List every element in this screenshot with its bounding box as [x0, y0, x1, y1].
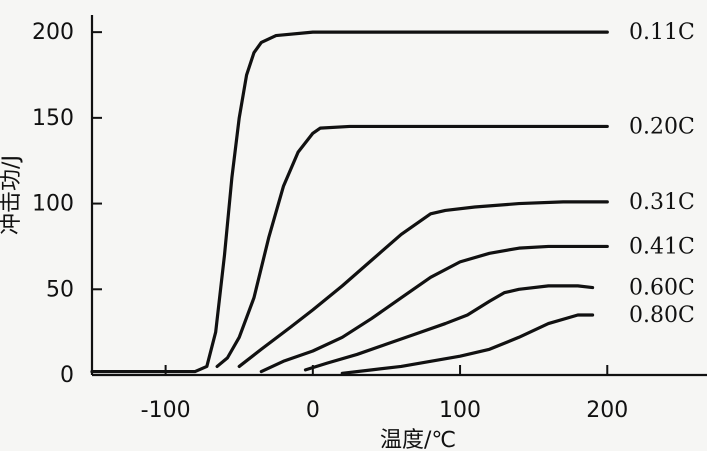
series-label-0-20c: 0.20C — [629, 114, 695, 139]
y-tick-label-2: 100 — [32, 192, 74, 217]
series-line-0-31c — [237, 200, 609, 369]
series-line-0-20c — [215, 124, 609, 369]
series-layer — [90, 30, 609, 375]
series-label-0-41c: 0.41C — [629, 234, 695, 259]
series-line-0-41c — [259, 244, 609, 374]
x-axis-title: 温度/℃ — [380, 428, 456, 451]
series-line-0-11c — [90, 30, 609, 374]
series-label-0-80c: 0.80C — [629, 303, 695, 328]
series-label-0-11c: 0.11C — [629, 20, 695, 45]
y-tick-label-4: 200 — [32, 20, 74, 45]
series-label-0-60c: 0.60C — [629, 276, 695, 301]
text-layer: -100 0 100 200 0 50 100 150 200 0.11C 0.20C 0.31C 0.… — [0, 20, 695, 451]
x-tick-label-1: 0 — [306, 398, 320, 423]
x-tick-label-2: 100 — [439, 398, 481, 423]
x-tick-label-0: -100 — [141, 398, 191, 423]
y-tick-label-3: 150 — [32, 106, 74, 131]
series-line-0-80c — [340, 313, 595, 375]
y-tick-label-0: 0 — [60, 363, 74, 388]
y-tick-label-1: 50 — [46, 277, 74, 302]
x-tick-label-3: 200 — [586, 398, 628, 423]
series-line-0-60c — [303, 284, 595, 372]
axes-layer — [90, 15, 707, 377]
y-axis-title: 冲击功/J — [0, 155, 24, 235]
series-label-0-31c: 0.31C — [629, 190, 695, 215]
